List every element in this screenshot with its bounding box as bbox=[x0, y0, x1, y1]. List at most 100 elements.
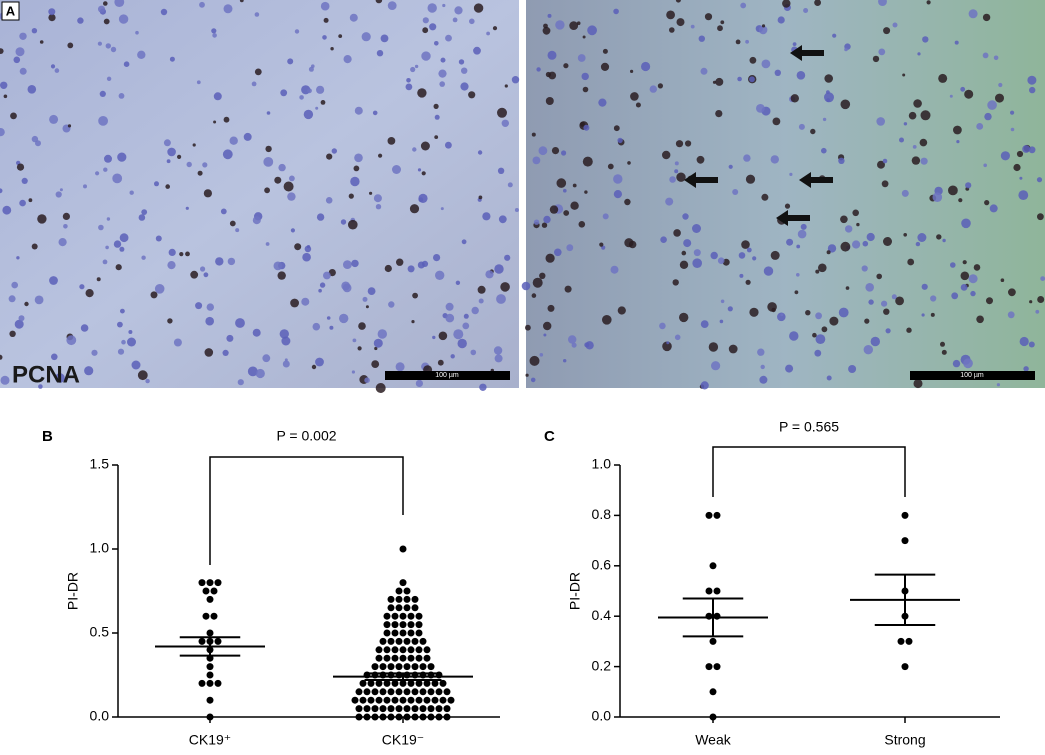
nucleus bbox=[222, 149, 233, 160]
nucleus bbox=[940, 341, 945, 347]
nucleus bbox=[674, 334, 681, 341]
data-point bbox=[387, 705, 395, 713]
data-point bbox=[363, 688, 371, 696]
nucleus bbox=[468, 91, 476, 99]
data-point bbox=[379, 705, 387, 713]
nucleus bbox=[907, 258, 915, 266]
y-tick-label: 1.5 bbox=[90, 456, 110, 472]
data-point bbox=[391, 629, 399, 637]
nucleus bbox=[630, 69, 634, 73]
nucleus bbox=[878, 0, 887, 6]
nucleus bbox=[960, 284, 968, 291]
nucleus bbox=[507, 182, 513, 188]
data-point bbox=[407, 612, 415, 620]
nucleus bbox=[48, 14, 56, 22]
micrograph-left bbox=[0, 0, 519, 388]
nucleus bbox=[284, 358, 288, 362]
data-point bbox=[375, 646, 383, 654]
nucleus bbox=[824, 74, 833, 83]
nucleus bbox=[167, 147, 176, 157]
nucleus bbox=[662, 341, 672, 352]
nucleus bbox=[832, 33, 837, 38]
nucleus bbox=[384, 264, 392, 273]
x-tick-label: Strong bbox=[884, 732, 925, 748]
panel-label: C bbox=[544, 428, 555, 445]
data-point bbox=[198, 637, 206, 645]
nucleus bbox=[822, 117, 827, 122]
data-point bbox=[905, 637, 913, 645]
nucleus bbox=[803, 8, 809, 13]
nucleus bbox=[780, 313, 784, 317]
nucleus bbox=[167, 261, 176, 270]
nucleus bbox=[98, 5, 105, 13]
data-point bbox=[371, 688, 379, 696]
nucleus bbox=[866, 232, 875, 242]
nucleus bbox=[989, 204, 998, 213]
data-point bbox=[411, 595, 419, 603]
nucleus bbox=[738, 252, 746, 259]
nucleus bbox=[829, 316, 839, 326]
nucleus bbox=[392, 165, 401, 174]
nucleus bbox=[792, 42, 797, 46]
data-point bbox=[439, 696, 447, 704]
nucleus bbox=[982, 52, 989, 59]
nucleus bbox=[789, 172, 793, 176]
nucleus bbox=[445, 34, 452, 42]
nucleus bbox=[863, 345, 873, 355]
data-point bbox=[427, 688, 435, 696]
y-axis-label: PI-DR bbox=[65, 572, 81, 610]
nucleus bbox=[911, 156, 921, 165]
nucleus bbox=[496, 294, 506, 304]
nucleus bbox=[531, 132, 536, 137]
data-point bbox=[387, 663, 395, 671]
nucleus bbox=[954, 40, 959, 45]
nucleus bbox=[0, 81, 8, 90]
nucleus bbox=[715, 77, 724, 86]
nucleus bbox=[794, 290, 799, 295]
nucleus bbox=[105, 245, 109, 250]
nucleus bbox=[102, 259, 108, 265]
panel-label: B bbox=[42, 428, 53, 445]
data-point bbox=[403, 587, 411, 595]
nucleus bbox=[1008, 288, 1016, 297]
nucleus bbox=[388, 301, 395, 308]
nucleus bbox=[2, 205, 12, 215]
nucleus bbox=[613, 125, 620, 132]
nucleus bbox=[798, 123, 805, 130]
nucleus bbox=[921, 283, 928, 290]
data-point bbox=[206, 713, 214, 721]
data-point bbox=[415, 612, 423, 620]
nucleus bbox=[815, 312, 822, 320]
nucleus bbox=[602, 213, 609, 220]
nucleus bbox=[568, 335, 577, 344]
nucleus bbox=[1022, 145, 1030, 153]
nucleus bbox=[772, 117, 781, 126]
data-point bbox=[391, 654, 399, 662]
data-point bbox=[355, 713, 363, 721]
nucleus bbox=[669, 27, 675, 33]
nucleus bbox=[1016, 150, 1024, 158]
nucleus bbox=[482, 212, 491, 221]
nucleus bbox=[635, 102, 641, 108]
data-point bbox=[713, 587, 721, 595]
nucleus bbox=[821, 147, 827, 154]
data-point bbox=[713, 663, 721, 671]
nucleus bbox=[984, 112, 992, 121]
nucleus bbox=[34, 295, 44, 305]
significance-bracket bbox=[209, 456, 404, 565]
nucleus bbox=[77, 17, 84, 24]
nucleus bbox=[982, 13, 991, 22]
nucleus bbox=[511, 76, 520, 84]
nucleus bbox=[494, 264, 504, 274]
data-point bbox=[210, 587, 218, 595]
nucleus bbox=[543, 333, 547, 337]
nucleus bbox=[103, 18, 110, 25]
nucleus bbox=[323, 17, 329, 23]
nucleus bbox=[956, 140, 960, 144]
nucleus bbox=[577, 54, 586, 62]
nucleus bbox=[414, 64, 419, 69]
nucleus bbox=[662, 150, 671, 160]
data-point bbox=[206, 579, 214, 587]
nucleus bbox=[312, 322, 321, 331]
nucleus bbox=[908, 111, 917, 120]
